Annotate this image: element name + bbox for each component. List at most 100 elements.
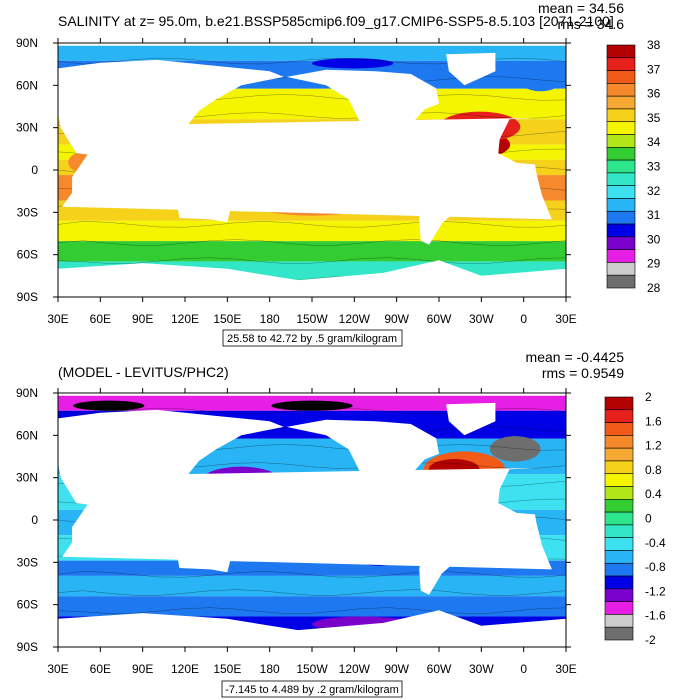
colorbar-label: 35	[647, 111, 661, 125]
colorbar-swatch	[606, 95, 636, 110]
colorbar-swatch	[604, 486, 634, 500]
colorbar-label: 28	[647, 281, 661, 295]
x-tick-label: 150W	[296, 662, 328, 676]
y-tick-label: 30N	[16, 121, 38, 135]
x-tick-label: 120E	[171, 312, 199, 326]
salinity-anomaly	[73, 400, 145, 411]
colorbar-swatch	[604, 537, 634, 551]
colorbar-swatch	[606, 108, 636, 123]
colorbar-swatch	[604, 422, 634, 436]
x-tick-label: 180	[260, 662, 280, 676]
landmass	[176, 535, 232, 573]
salinity-anomaly	[271, 400, 353, 411]
colorbar-label: -1.6	[645, 609, 666, 623]
colorbar-swatch	[606, 274, 636, 289]
x-tick-label: 30E	[555, 312, 576, 326]
x-tick-label: 90W	[384, 662, 409, 676]
colorbar-swatch	[604, 550, 634, 564]
colorbar-swatch	[606, 83, 636, 97]
colorbar-label: 2	[645, 390, 652, 404]
colorbar-label: 34	[647, 135, 661, 149]
contour-info: 25.58 to 42.72 by .5 gram/kilogram	[227, 333, 397, 345]
colorbar-label: 29	[647, 257, 661, 271]
colorbar-swatch	[604, 396, 634, 411]
y-tick-label: 90N	[16, 386, 38, 400]
colorbar-swatch	[606, 147, 636, 161]
colorbar-label: 30	[647, 232, 661, 246]
x-tick-label: 90E	[132, 312, 153, 326]
x-tick-labels: 30E 60E 90E 120E 150E 180 150W 120W 90W 60W 30W 0 30…	[47, 38, 577, 326]
x-tick-label: 120E	[171, 662, 199, 676]
landmass	[60, 467, 552, 570]
colorbar-label: -1.2	[645, 584, 666, 598]
salinity-band	[58, 241, 566, 262]
colorbar-swatch	[604, 499, 634, 513]
rms-stat: rms = 0.9549	[542, 365, 624, 381]
landmass	[58, 43, 566, 46]
colorbar-swatch	[604, 473, 634, 487]
y-tick-label: 30N	[16, 471, 38, 485]
x-tick-label: 0	[520, 662, 527, 676]
contour-line	[58, 589, 566, 596]
x-tick-label: 30W	[469, 662, 494, 676]
colorbar-label: 36	[647, 87, 661, 101]
y-tick-label: 30S	[17, 555, 38, 569]
difference-panel: (MODEL - LEVITUS/PHC2) mean = -0.4425 rm…	[16, 349, 666, 698]
panel-title: (MODEL - LEVITUS/PHC2)	[58, 364, 229, 380]
colorbar-swatch	[604, 435, 634, 449]
x-tick-label: 150E	[213, 312, 241, 326]
y-tick-label: 90N	[16, 36, 38, 50]
landmass	[60, 117, 552, 220]
colorbar-label: 0	[645, 512, 652, 526]
salinity-panel: SALINITY at z= 95.0m, b.e21.BSSP585cmip6…	[16, 0, 661, 347]
x-tick-label: 150W	[296, 312, 328, 326]
y-tick-label: 60N	[16, 428, 38, 442]
y-tick-label: 60S	[17, 598, 38, 612]
colorbar-swatch	[604, 575, 634, 590]
colorbar-swatch	[604, 588, 634, 602]
colorbar-label: 1.6	[645, 414, 662, 428]
colorbar-swatch	[606, 185, 636, 199]
colorbar-swatch	[606, 57, 636, 71]
colorbar-label: 37	[647, 62, 661, 76]
colorbar: 2 1.6 1.2 0.8 0.4 0 -0.4 -0.8 -1.2 -1.6 -2	[604, 390, 666, 647]
colorbar-swatch	[604, 511, 634, 526]
landmass	[286, 69, 439, 159]
x-tick-label: 30W	[469, 312, 494, 326]
colorbar: 38 37 36 35 34 33 32 31 30 29 28	[606, 38, 661, 295]
contour-line	[58, 257, 566, 264]
x-tick-label: 120W	[339, 662, 371, 676]
landmass	[446, 52, 496, 86]
salinity-band	[58, 220, 566, 242]
landmass	[176, 185, 232, 223]
colorbar-swatch	[604, 626, 634, 641]
colorbar-swatch	[606, 198, 636, 212]
colorbar-label: -0.8	[645, 560, 666, 574]
colorbar-label: 32	[647, 184, 661, 198]
mean-stat: mean = 34.56	[538, 0, 624, 16]
x-tick-label: 60W	[427, 662, 452, 676]
colorbar-label: 38	[647, 38, 661, 52]
salinity-anomaly	[312, 58, 394, 69]
landmass	[58, 610, 566, 647]
x-tick-label: 90E	[132, 662, 153, 676]
colorbar-label: 33	[647, 160, 661, 174]
contour-line	[58, 571, 566, 578]
y-tick-label: 0	[31, 163, 38, 177]
y-tick-label: 60N	[16, 78, 38, 92]
salinity-anomaly	[489, 436, 541, 462]
colorbar-swatch	[604, 460, 634, 475]
y-tick-label: 60S	[17, 248, 38, 262]
y-tick-label: 30S	[17, 205, 38, 219]
colorbar-swatch	[606, 44, 636, 59]
x-tick-label: 120W	[339, 312, 371, 326]
colorbar-swatch	[604, 562, 634, 577]
colorbar-swatch	[604, 614, 634, 628]
colorbar-label: 31	[647, 208, 661, 222]
colorbar-label: -2	[645, 633, 656, 647]
x-tick-label: 60W	[427, 312, 452, 326]
colorbar-swatch	[606, 172, 636, 186]
colorbar-swatch	[604, 447, 634, 462]
contour-line	[58, 239, 566, 246]
